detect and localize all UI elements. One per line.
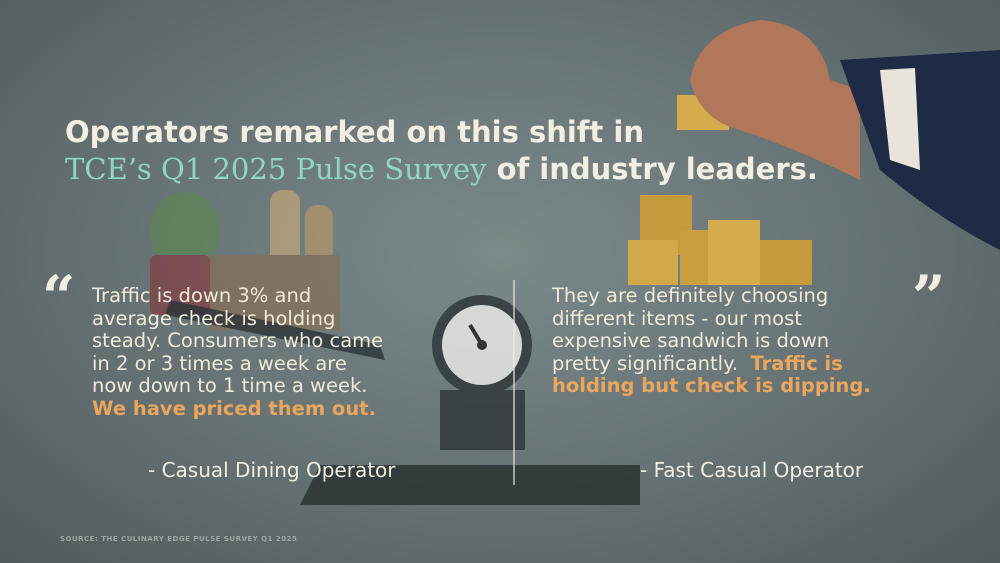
quote-line: steady. Consumers who came	[92, 329, 384, 353]
quote-text: They are definitely choosing	[552, 284, 829, 307]
quote-text: now down to 1 time a week.	[92, 374, 368, 397]
scale	[165, 295, 640, 505]
quote-line: now down to 1 time a week.	[92, 374, 383, 398]
coin-stack	[708, 220, 760, 285]
quote-line: in 2 or 3 times a week are	[92, 351, 383, 376]
quote-text: in 2 or 3 times a week are	[92, 351, 347, 375]
quote-text: pretty significantly.	[552, 351, 739, 375]
heading-highlight: TCE’s Q1 2025 Pulse Survey	[65, 152, 487, 186]
hand-skin	[690, 20, 860, 180]
sleeve	[840, 50, 1000, 250]
close-quote: ”	[912, 263, 946, 331]
quote-text: Traffic is down 3% and	[92, 284, 312, 307]
quote-text: different items - our most	[552, 306, 802, 330]
beam	[165, 300, 385, 360]
quote-text: expensive sandwich is down	[552, 329, 830, 352]
source: SOURCE: THE CULINARY EDGE PULSE SURVEY Q…	[60, 535, 298, 543]
quote-line: different items - our most	[552, 306, 871, 331]
quote-line: average check is holding	[92, 306, 383, 331]
grocery-bag	[150, 190, 340, 330]
quote-text: steady. Consumers who came	[92, 329, 384, 352]
quote-line: pretty significantly. Traffic is	[552, 351, 871, 376]
lettuce	[150, 192, 220, 268]
dial-pin	[477, 340, 487, 350]
heading-rest: of industry leaders.	[496, 152, 818, 186]
quote: They are definitely choosing different it…	[552, 284, 871, 398]
open-quote: “	[42, 263, 76, 331]
cuff	[880, 68, 920, 170]
quote-emphasis: We have priced them out.	[92, 396, 376, 420]
coin-stack	[760, 240, 812, 285]
attribution: - Casual Dining Operator	[148, 458, 396, 482]
quote-text: average check is holding	[92, 306, 336, 330]
heading-line: TCE’s Q1 2025 Pulse Survey of industry l…	[65, 152, 818, 186]
quote-line: We have priced them out.	[92, 396, 383, 421]
quote-line: expensive sandwich is down	[552, 329, 871, 353]
quote-emphasis: holding but check is dipping.	[552, 374, 871, 397]
base	[300, 465, 640, 505]
column	[440, 390, 525, 450]
quote-line: Traffic is down 3% and	[92, 284, 383, 308]
quote: Traffic is down 3% and average check is h…	[92, 284, 384, 421]
meat	[150, 255, 210, 315]
quote-line: holding but check is dipping.	[552, 374, 871, 398]
quote-emphasis: Traffic is	[750, 351, 843, 375]
heading-line: Operators remarked on this shift in	[65, 115, 644, 149]
hand	[690, 20, 1000, 250]
coin-stack	[628, 240, 678, 285]
quote-line: They are definitely choosing	[552, 284, 871, 308]
attribution: - Fast Casual Operator	[640, 458, 864, 482]
